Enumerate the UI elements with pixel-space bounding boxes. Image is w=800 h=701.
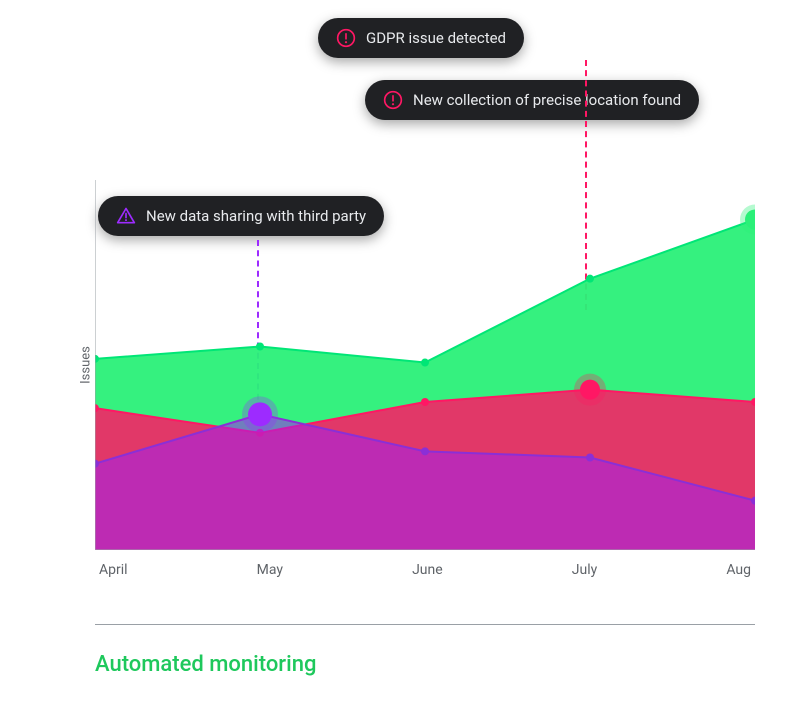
callout-new-location: New collection of precise location found xyxy=(365,80,699,120)
y-axis-label: Issues xyxy=(78,346,93,384)
issues-area-chart: Issues AprilMayJuneJulyAug xyxy=(95,180,755,550)
x-tick-label: June xyxy=(412,562,443,578)
x-tick-label: Aug xyxy=(726,562,751,578)
x-tick-label: April xyxy=(99,562,128,578)
chart-svg xyxy=(95,180,755,550)
callout-label: New collection of precise location found xyxy=(413,91,681,109)
section-title: Automated monitoring xyxy=(95,652,316,677)
x-axis-labels: April May June July Aug xyxy=(95,562,755,578)
callout-label: GDPR issue detected xyxy=(366,29,506,47)
x-tick-label: May xyxy=(257,562,283,578)
callout-gdpr: GDPR issue detected xyxy=(318,18,524,58)
alert-circle-icon xyxy=(383,90,403,110)
alert-circle-icon xyxy=(336,28,356,48)
x-tick-label: July xyxy=(572,562,597,578)
footer-divider xyxy=(95,624,755,625)
chart-container: GDPR issue detected New collection of pr… xyxy=(0,0,800,701)
